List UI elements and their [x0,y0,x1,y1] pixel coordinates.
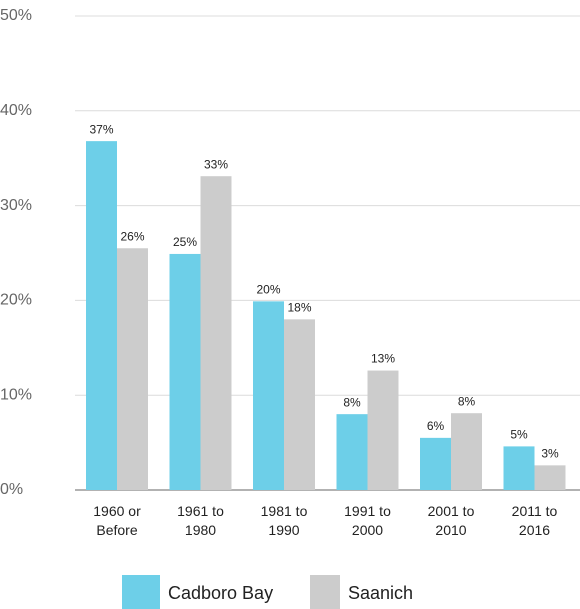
legend-swatch [310,575,340,609]
value-label: 13% [371,352,395,366]
value-label: 6% [427,419,445,433]
bar [117,248,148,490]
legend-label: Cadboro Bay [168,583,273,603]
bar [253,301,284,490]
x-tick-label: 1991 to 2000 [344,503,391,538]
value-label: 26% [120,229,144,243]
value-label: 3% [541,447,559,461]
x-tick-label: 1981 to 1990 [261,503,308,538]
value-label: 20% [256,283,280,297]
bar [534,465,566,490]
bar [336,414,368,490]
value-label: 25% [173,235,197,249]
x-tick-label: 2001 to 2010 [428,503,475,538]
value-label: 33% [204,157,228,171]
x-tick-label: 1961 to 1980 [177,503,224,538]
bar [86,141,117,491]
bar [451,413,482,490]
y-tick-label: 20% [0,292,32,309]
y-tick-label: 40% [0,102,32,119]
value-label: 8% [343,395,361,409]
y-tick-label: 0% [0,481,23,498]
value-label: 5% [510,428,528,442]
legend-label: Saanich [348,583,413,603]
value-label: 37% [89,122,113,136]
x-tick-label: 1960 or Before [93,503,141,538]
bar [420,437,451,490]
y-tick-label: 30% [0,197,32,214]
x-tick-label: 2011 to 2016 [512,503,558,538]
bar [169,253,201,490]
bar [200,176,232,490]
bar [284,319,315,490]
y-tick-label: 50% [0,7,32,24]
bar [503,446,535,490]
value-label: 18% [287,301,311,315]
value-label: 8% [458,394,476,408]
legend-swatch [122,575,160,609]
y-tick-label: 10% [0,386,32,403]
bar [367,370,399,490]
